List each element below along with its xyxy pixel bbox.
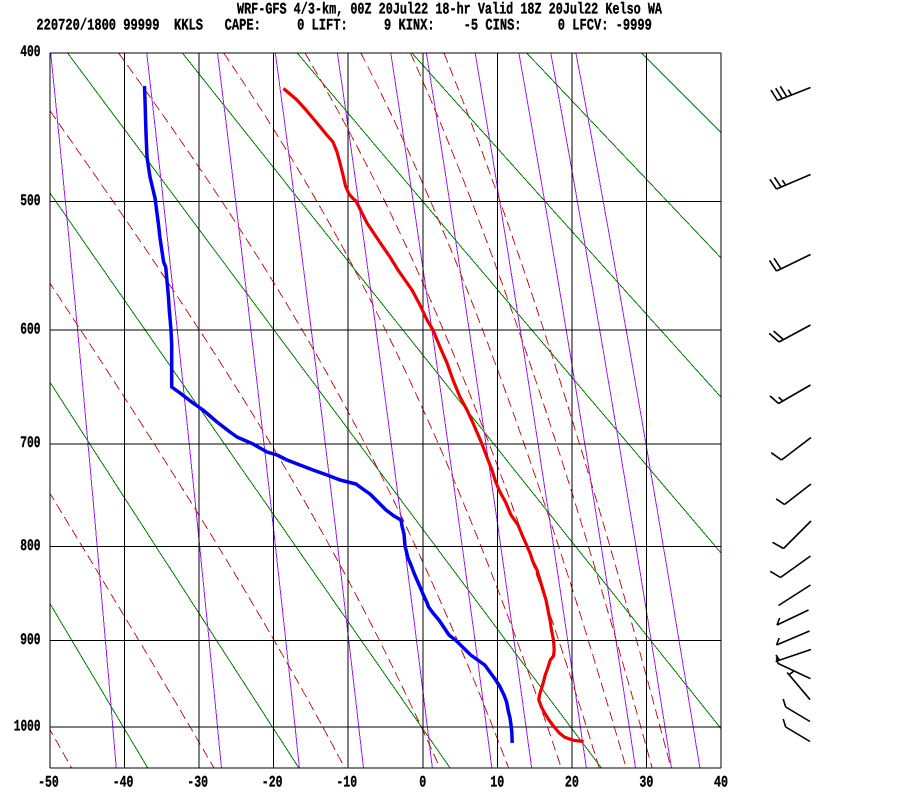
svg-text:500: 500 [20, 192, 40, 210]
svg-text:WRF-GFS 4/3-km, 00Z 20Jul22 18: WRF-GFS 4/3-km, 00Z 20Jul22 18-hr Valid … [237, 1, 662, 19]
svg-text:1000: 1000 [14, 717, 41, 735]
svg-text:-40: -40 [113, 774, 134, 792]
svg-text:-20: -20 [262, 774, 283, 792]
svg-text:900: 900 [20, 631, 40, 649]
svg-text:600: 600 [20, 320, 40, 338]
svg-text:400: 400 [20, 43, 40, 61]
svg-text:20: 20 [565, 774, 579, 792]
svg-text:700: 700 [20, 434, 40, 452]
svg-text:-10: -10 [336, 774, 357, 792]
svg-text:220720/1800 99999 KKLS CAPE: 220720/1800 99999 KKLS CAPE: 0 LIFT: 9 K… [36, 17, 652, 35]
svg-text:-30: -30 [187, 774, 208, 792]
svg-text:800: 800 [20, 537, 40, 555]
svg-text:10: 10 [490, 774, 504, 792]
svg-text:-50: -50 [38, 774, 59, 792]
svg-text:30: 30 [639, 774, 653, 792]
svg-text:40: 40 [714, 774, 728, 792]
svg-text:0: 0 [419, 774, 426, 792]
